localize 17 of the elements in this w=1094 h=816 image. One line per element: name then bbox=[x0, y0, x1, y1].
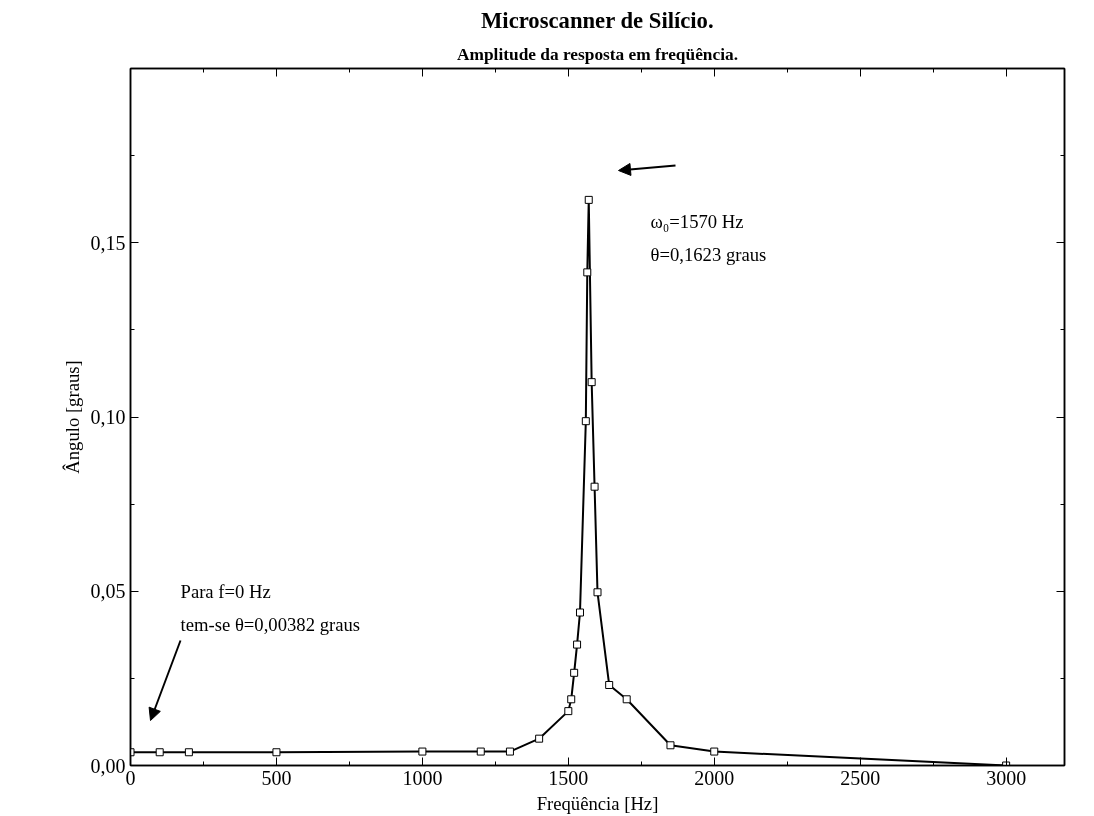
y-axis-title: Ângulo [graus] bbox=[61, 360, 83, 474]
y-tick-label: 0,10 bbox=[90, 406, 126, 428]
x-tick-label: 3000 bbox=[986, 766, 1027, 789]
x-tick-label: 2500 bbox=[840, 766, 881, 789]
chart-subtitle: Amplitude da resposta em freqüência. bbox=[457, 44, 738, 64]
y-tick-label: 0,15 bbox=[90, 231, 126, 254]
annotation: ω₀=1570 Hz θ=0,1623 graus bbox=[650, 210, 767, 266]
y-tick-label: 0,00 bbox=[90, 754, 126, 777]
x-tick-label: 1500 bbox=[548, 766, 589, 789]
x-tick-label: 0 bbox=[125, 766, 136, 789]
chart-title: Microscanner de Silício. bbox=[480, 7, 714, 33]
x-tick-label: 500 bbox=[261, 766, 292, 789]
x-tick-label: 1000 bbox=[402, 766, 443, 789]
x-axis-title: Freqüência [Hz] bbox=[536, 792, 659, 814]
y-tick-label: 0,05 bbox=[90, 580, 126, 603]
x-tick-label: 2000 bbox=[694, 766, 735, 789]
annotation: Para f=0 Hz tem-se θ=0,00382 graus bbox=[180, 580, 361, 636]
